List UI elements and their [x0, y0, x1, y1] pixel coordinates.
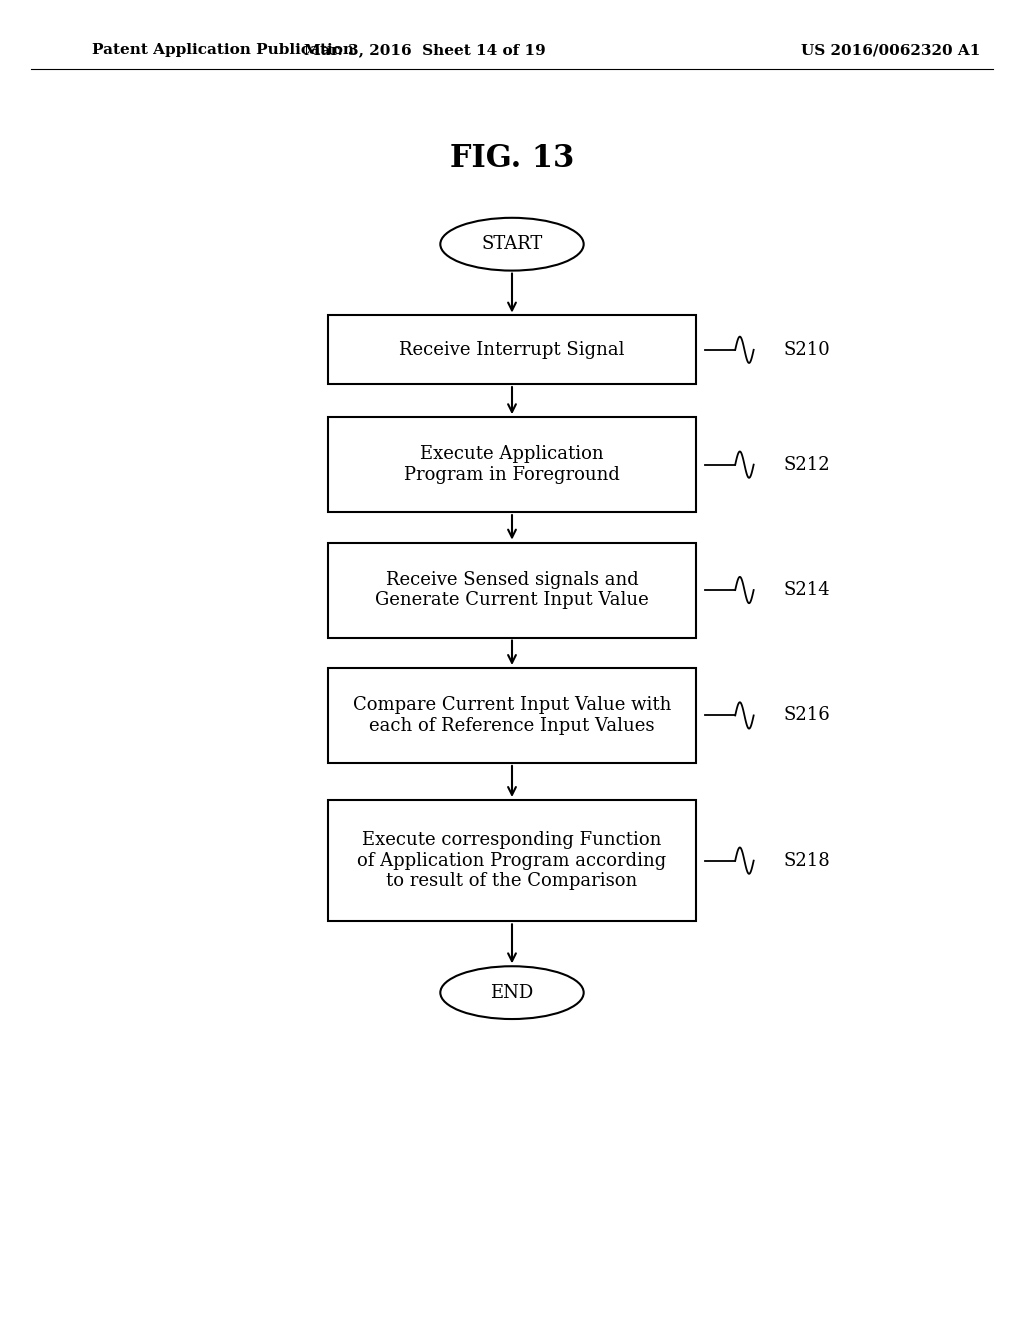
Text: S216: S216 — [783, 706, 830, 725]
Ellipse shape — [440, 966, 584, 1019]
Text: END: END — [490, 983, 534, 1002]
Text: Receive Sensed signals and
Generate Current Input Value: Receive Sensed signals and Generate Curr… — [375, 570, 649, 610]
Text: START: START — [481, 235, 543, 253]
Text: S210: S210 — [783, 341, 830, 359]
Text: S214: S214 — [783, 581, 830, 599]
Text: Execute Application
Program in Foreground: Execute Application Program in Foregroun… — [404, 445, 620, 484]
FancyBboxPatch shape — [328, 800, 696, 921]
Text: Execute corresponding Function
of Application Program according
to result of the: Execute corresponding Function of Applic… — [357, 830, 667, 891]
FancyBboxPatch shape — [328, 668, 696, 763]
Text: S212: S212 — [783, 455, 830, 474]
Text: S218: S218 — [783, 851, 830, 870]
Text: FIG. 13: FIG. 13 — [450, 143, 574, 174]
Text: Patent Application Publication: Patent Application Publication — [92, 44, 354, 57]
FancyBboxPatch shape — [328, 315, 696, 384]
Text: Compare Current Input Value with
each of Reference Input Values: Compare Current Input Value with each of… — [353, 696, 671, 735]
FancyBboxPatch shape — [328, 543, 696, 638]
Text: Mar. 3, 2016  Sheet 14 of 19: Mar. 3, 2016 Sheet 14 of 19 — [304, 44, 546, 57]
Text: Receive Interrupt Signal: Receive Interrupt Signal — [399, 341, 625, 359]
FancyBboxPatch shape — [328, 417, 696, 512]
Text: US 2016/0062320 A1: US 2016/0062320 A1 — [801, 44, 981, 57]
Ellipse shape — [440, 218, 584, 271]
